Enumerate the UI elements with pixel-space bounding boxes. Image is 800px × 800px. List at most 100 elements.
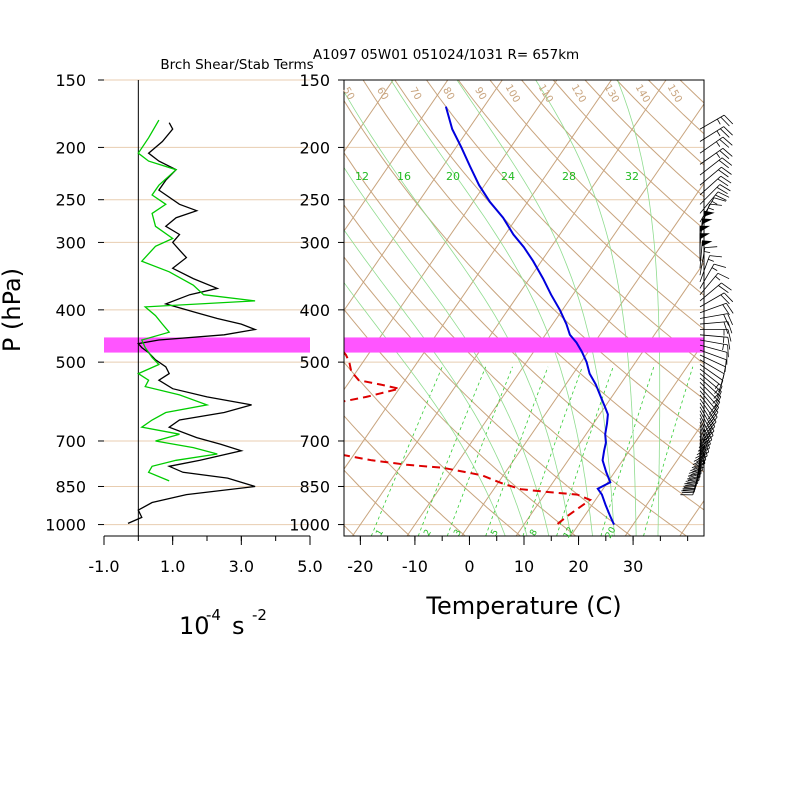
wind-barbs [680,114,734,496]
skewt-frame [343,79,705,537]
right-ytick-label-150: 150 [299,71,330,90]
left-xtick-label-5.0: 5.0 [297,557,322,576]
wind-barb [699,175,732,196]
mixing-ratio-bottom-label: 12 [562,526,576,541]
left-pressure-ticks: 150 200 250 300 400 500 700 850 1000 [45,71,104,535]
mixing-ratio-bottom-label: 2 [423,528,435,538]
isotherm-line [734,80,800,536]
wind-barb [699,191,730,214]
skewed-isotherms [0,80,800,536]
wind-barb [699,344,728,365]
wind-barb [699,136,733,154]
right-xtick-label-10: 10 [514,557,534,576]
wind-barb [699,329,732,342]
temperature-line-0 [444,106,615,526]
dry-adiabat-line [394,80,704,400]
dry-adiabat-line [344,361,521,536]
wind-barb [699,147,733,165]
moist-adiabat-line [344,229,528,536]
units-seconds: s [232,612,245,640]
wind-barb [699,373,722,403]
wind-barb [699,334,731,350]
dry-adiabat-line [344,469,411,536]
isotherm-line [344,80,558,391]
moist-adiabat-line [344,91,572,536]
mixing-ratio-bottom-label: 8 [529,528,541,538]
right-x-ticks: -20 -10 0 10 20 30 [347,536,689,576]
right-xtick-label-0: 0 [464,557,474,576]
left-xtick-label-3.0: 3.0 [229,557,254,576]
wind-barb [699,302,734,316]
mixing-ratio-line [485,366,549,536]
moist-adiabat-line [344,281,506,536]
wind-barb [699,282,732,302]
dry-adiabat-line [648,80,704,135]
isotherm-line [624,420,704,536]
mixing-ratio-line [522,366,583,536]
dry-adiabat-line [616,80,704,166]
shear-units-label: 10 -4 s -2 [179,606,267,640]
wind-barb [699,184,731,205]
mixing-ratio-lines [370,366,694,536]
dry-adiabat-line [344,99,704,473]
temperature-axis-label: Temperature (C) [425,592,621,620]
right-highlight-band [344,337,704,353]
mixing-ratio-line [417,366,487,536]
left-ytick-label-1000: 1000 [45,516,86,535]
mixing-ratio-bottom-label: 3 [453,528,465,538]
right-xtick-label-20: 20 [568,557,588,576]
left-ytick-label-200: 200 [55,138,86,157]
dry-adiabat-line [344,256,632,536]
mixing-ratio-line [446,366,513,536]
isotherm-line [352,80,667,536]
wind-barb [699,377,722,408]
right-xtick-label--10: -10 [402,557,428,576]
right-ytick-label-700: 700 [299,432,330,451]
left-ytick-label-500: 500 [55,353,86,372]
wind-barb [699,368,723,398]
wind-barb [680,467,701,496]
isotherm-line [344,80,612,470]
wind-barb [699,233,710,262]
theta-label: 110 [536,83,555,105]
wind-barb [699,321,733,334]
stab-profile-line [136,119,256,482]
dry-adiabats [344,80,704,536]
shear-profile-line [127,122,258,524]
dry-adiabat-line [426,80,704,365]
wind-barb [699,197,727,223]
mixing-ratio-top-label: 20 [446,170,460,183]
wind-barb [699,240,713,269]
left-xtick-label--1.0: -1.0 [88,557,119,576]
left-panel-title: Brch Shear/Stab Terms [160,57,313,73]
right-ytick-label-200: 200 [299,138,330,157]
left-ytick-label-850: 850 [55,477,86,496]
right-panel-title: A1097 05W01 051024/1031 R= 657km [313,47,579,63]
wind-barb [699,157,733,176]
dry-adiabat-line [362,80,704,436]
left-ytick-label-300: 300 [55,233,86,252]
dry-adiabat-line [344,415,466,536]
moist-adiabat-line [344,166,550,536]
moist-adiabat-line [456,80,615,536]
isotherm-line [0,80,230,536]
wind-barb [699,218,713,247]
isotherm-line [0,80,175,536]
moist-adiabat-line [535,80,637,536]
wind-barb [699,255,722,283]
right-xtick-label--20: -20 [347,557,373,576]
dry-adiabat-line [344,308,577,536]
moist-adiabat-line [390,80,593,536]
isotherm-line [461,182,704,536]
units-seconds-exponent: -2 [252,606,267,624]
right-ytick-label-1000: 1000 [289,516,330,535]
units-exponent: -4 [206,606,221,624]
mixing-ratio-bottom-label: 5 [490,528,502,538]
wind-barb [699,339,729,358]
dry-adiabat-line [489,80,704,296]
units-base: 10 [179,612,210,640]
mixing-ratio-top-label: 32 [625,170,639,183]
